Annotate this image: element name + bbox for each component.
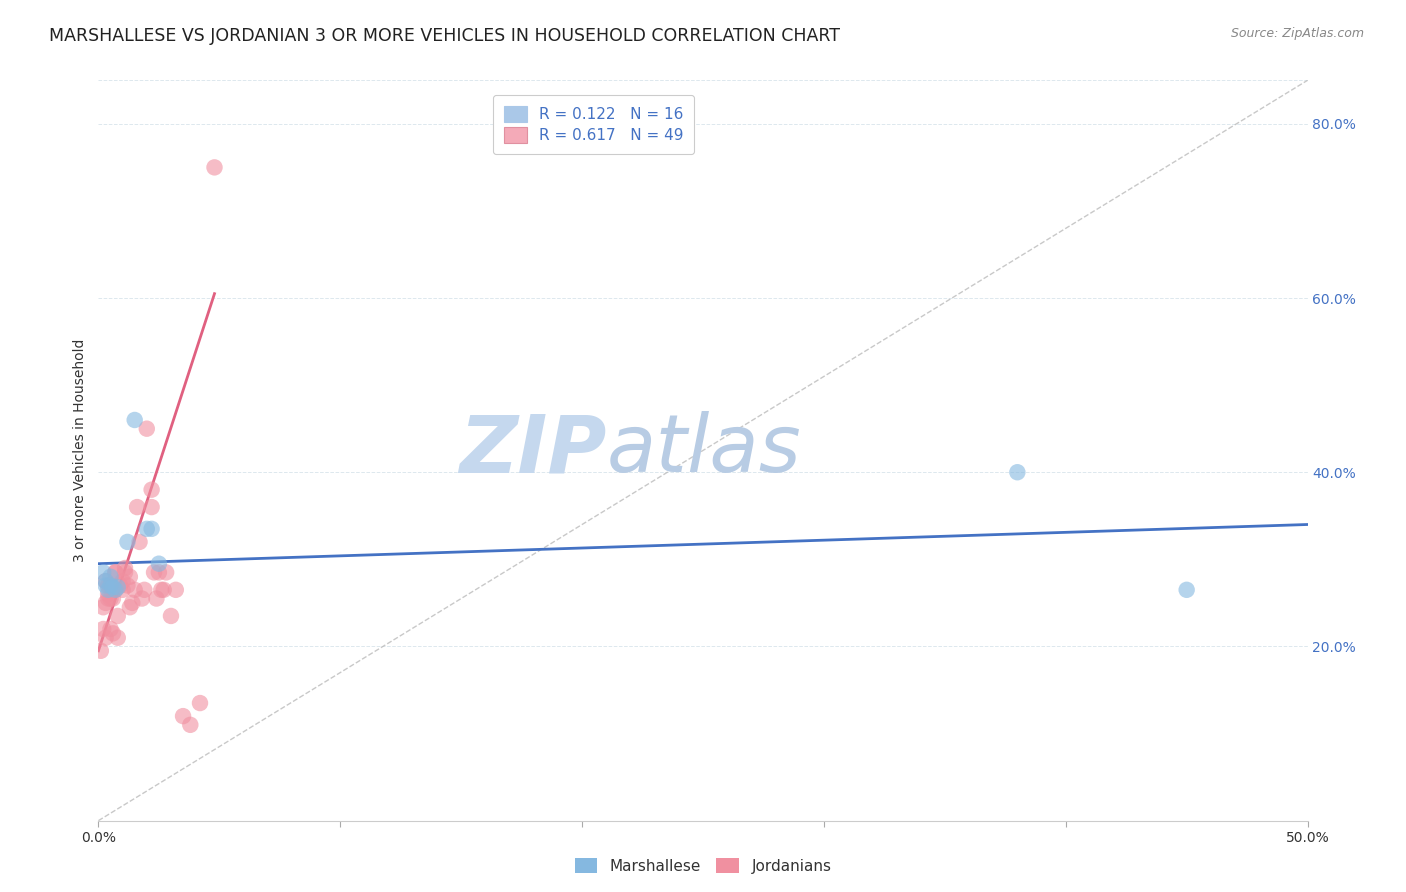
Point	[104, 582, 127, 597]
Point	[135, 522, 157, 536]
Point	[94, 631, 117, 645]
Point	[90, 644, 112, 658]
Point	[111, 582, 134, 597]
Point	[107, 631, 129, 645]
Point	[127, 500, 149, 514]
Point	[131, 591, 153, 606]
Point	[1175, 582, 1198, 597]
Point	[155, 566, 177, 580]
Point	[141, 500, 163, 514]
Point	[91, 600, 114, 615]
Point	[204, 161, 226, 175]
Point	[108, 578, 131, 592]
Point	[91, 566, 114, 580]
Point	[101, 626, 124, 640]
Point	[97, 582, 120, 597]
Text: Source: ZipAtlas.com: Source: ZipAtlas.com	[1230, 27, 1364, 40]
Point	[148, 557, 170, 571]
Point	[141, 483, 163, 497]
Point	[114, 566, 136, 580]
Point	[160, 609, 183, 624]
Point	[100, 570, 122, 584]
Point	[100, 622, 122, 636]
Point	[121, 596, 143, 610]
Point	[179, 718, 201, 732]
Point	[135, 422, 157, 436]
Point	[104, 566, 127, 580]
Point	[94, 574, 117, 588]
Point	[94, 578, 117, 592]
Point	[94, 574, 117, 588]
Legend: Marshallese, Jordanians: Marshallese, Jordanians	[568, 852, 838, 880]
Point	[100, 578, 122, 592]
Point	[118, 600, 141, 615]
Point	[117, 578, 139, 592]
Point	[114, 561, 136, 575]
Point	[124, 582, 146, 597]
Point	[188, 696, 211, 710]
Point	[143, 566, 166, 580]
Point	[165, 582, 187, 597]
Point	[101, 582, 124, 597]
Point	[111, 574, 134, 588]
Point	[145, 591, 167, 606]
Point	[134, 582, 156, 597]
Point	[101, 580, 124, 594]
Point	[118, 570, 141, 584]
Point	[100, 591, 122, 606]
Point	[124, 413, 146, 427]
Point	[107, 609, 129, 624]
Point	[104, 582, 127, 597]
Point	[100, 578, 122, 592]
Point	[94, 596, 117, 610]
Point	[152, 582, 174, 597]
Point	[104, 566, 127, 580]
Point	[172, 709, 194, 723]
Point	[107, 580, 129, 594]
Text: MARSHALLESE VS JORDANIAN 3 OR MORE VEHICLES IN HOUSEHOLD CORRELATION CHART: MARSHALLESE VS JORDANIAN 3 OR MORE VEHIC…	[49, 27, 841, 45]
Point	[91, 622, 114, 636]
Text: atlas: atlas	[606, 411, 801, 490]
Point	[97, 591, 120, 606]
Point	[101, 591, 124, 606]
Point	[141, 522, 163, 536]
Y-axis label: 3 or more Vehicles in Household: 3 or more Vehicles in Household	[73, 339, 87, 562]
Point	[97, 578, 120, 592]
Point	[148, 566, 170, 580]
Text: ZIP: ZIP	[458, 411, 606, 490]
Point	[97, 587, 120, 601]
Point	[117, 535, 139, 549]
Point	[1007, 465, 1029, 479]
Legend: R = 0.122   N = 16, R = 0.617   N = 49: R = 0.122 N = 16, R = 0.617 N = 49	[494, 95, 695, 154]
Point	[150, 582, 173, 597]
Point	[128, 535, 150, 549]
